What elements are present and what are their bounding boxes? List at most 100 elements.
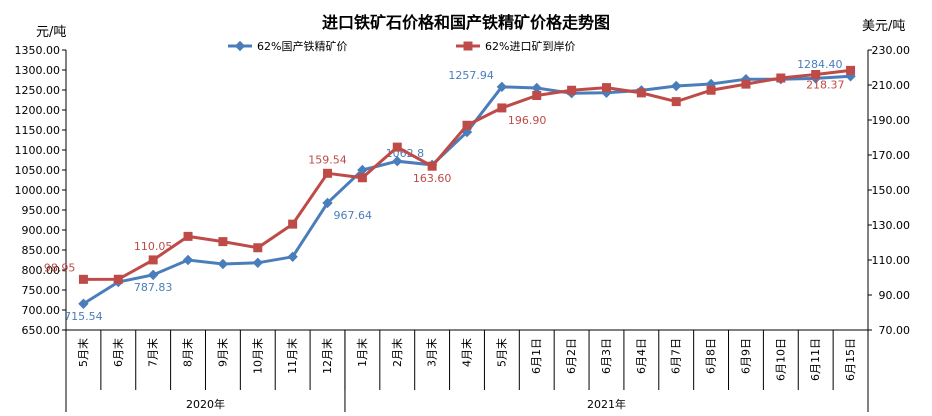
category-label: 6月3日 <box>600 338 613 374</box>
data-point <box>671 97 681 107</box>
right-tick-label: 110.00 <box>872 254 911 267</box>
data-point <box>323 168 333 178</box>
left-tick-label: 1200.00 <box>15 104 61 117</box>
data-point <box>253 243 263 253</box>
category-label: 12月末 <box>320 338 334 374</box>
left-tick-label: 950.00 <box>22 204 61 217</box>
data-label: 98.95 <box>44 261 76 274</box>
series-line <box>82 74 851 306</box>
right-tick-label: 170.00 <box>872 149 911 162</box>
legend-item-2: 62%进口矿到岸价 <box>456 40 575 53</box>
category-label: 6月1日 <box>530 338 543 374</box>
data-label: 159.54 <box>308 153 347 166</box>
data-point <box>462 120 472 130</box>
data-point <box>357 173 367 183</box>
data-point <box>671 80 682 92</box>
category-label: 7月末 <box>146 338 160 367</box>
data-label: 1257.94 <box>448 69 494 82</box>
left-tick-label: 700.00 <box>22 304 61 317</box>
category-label: 9月末 <box>215 338 229 367</box>
left-tick-label: 1350.00 <box>15 44 61 57</box>
data-point <box>706 85 716 95</box>
legend-label: 62%国产铁精矿价 <box>257 39 347 53</box>
category-label: 5月末 <box>494 338 508 367</box>
category-label: 6月7日 <box>670 338 683 374</box>
plot-area: 650.00 700.00 750.00 800.00 850.00 900.00 950.… <box>15 44 911 412</box>
data-point <box>78 298 89 309</box>
data-point <box>811 70 821 79</box>
data-label: 787.83 <box>134 281 173 294</box>
category-label: 4月末 <box>460 338 474 367</box>
category-label: 3月末 <box>425 338 439 367</box>
category-label: 10月末 <box>250 338 264 374</box>
data-point <box>252 257 263 269</box>
data-point <box>392 142 402 152</box>
data-label: 196.90 <box>508 114 547 127</box>
data-point <box>322 197 333 209</box>
category-label: 5月末 <box>76 338 90 367</box>
left-tick-label: 800.00 <box>22 264 61 277</box>
data-point <box>217 258 229 270</box>
data-point <box>182 254 194 266</box>
right-tick-label: 70.00 <box>879 324 911 337</box>
data-point <box>636 88 646 98</box>
left-tick-label: 750.00 <box>22 284 61 297</box>
data-point <box>288 219 298 229</box>
category-label: 6月15日 <box>844 338 857 381</box>
data-point <box>776 73 786 83</box>
right-tick-label: 230.00 <box>872 44 911 57</box>
data-point <box>392 155 403 167</box>
category-label: 6月8日 <box>705 338 718 374</box>
series-line <box>83 68 851 281</box>
right-tick-label: 90.00 <box>879 289 911 302</box>
group-label: 2021年 <box>587 397 626 411</box>
data-label: 163.60 <box>413 172 452 185</box>
category-label: 8月末 <box>181 338 195 367</box>
data-point <box>741 79 751 89</box>
data-point <box>148 255 158 265</box>
category-label: 6月末 <box>111 338 125 367</box>
category-label: 1月末 <box>355 338 369 367</box>
group-label: 2020年 <box>186 397 225 411</box>
legend-label: 62%进口矿到岸价 <box>485 40 575 53</box>
data-point <box>183 231 193 241</box>
left-tick-label: 1100.00 <box>15 144 61 157</box>
category-label: 6月10日 <box>774 338 787 381</box>
data-point <box>78 274 88 284</box>
data-point <box>147 269 159 281</box>
series-2: 98.95 110.05 159.54 163.60 196.90 218.37 <box>44 65 856 284</box>
data-label: 1284.40 <box>797 58 843 71</box>
right-tick-label: 150.00 <box>872 184 911 197</box>
legend-item-1: 62%国产铁精矿价 <box>228 39 347 53</box>
data-label: 967.64 <box>334 209 373 222</box>
data-point <box>234 40 246 52</box>
category-label: 2月末 <box>390 338 404 367</box>
data-point <box>567 85 577 95</box>
data-label: 218.37 <box>806 78 845 91</box>
left-tick-label: 1000.00 <box>15 184 61 197</box>
data-label: 110.05 <box>134 240 173 253</box>
right-tick-label: 210.00 <box>872 79 911 92</box>
left-tick-label: 1300.00 <box>15 64 61 77</box>
category-label: 6月2日 <box>565 338 578 374</box>
right-tick-label: 190.00 <box>872 114 911 127</box>
data-point <box>427 161 437 171</box>
left-tick-label: 1150.00 <box>15 124 61 137</box>
left-tick-label: 850.00 <box>22 244 61 257</box>
right-tick-label: 130.00 <box>872 219 911 232</box>
legend: 62%国产铁精矿价 62%进口矿到岸价 <box>228 39 575 53</box>
chart-title: 进口铁矿石价格和国产铁精矿价格走势图 <box>322 13 610 32</box>
data-point <box>601 83 611 93</box>
category-label: 6月11日 <box>809 338 822 381</box>
data-label: 715.54 <box>64 310 103 323</box>
category-label: 11月末 <box>285 338 299 374</box>
category-label: 6月4日 <box>635 338 648 374</box>
category-label: 6月9日 <box>739 338 752 374</box>
data-point <box>463 41 473 51</box>
right-axis-unit: 美元/吨 <box>862 19 905 34</box>
data-point <box>532 91 542 100</box>
data-point <box>113 274 123 284</box>
